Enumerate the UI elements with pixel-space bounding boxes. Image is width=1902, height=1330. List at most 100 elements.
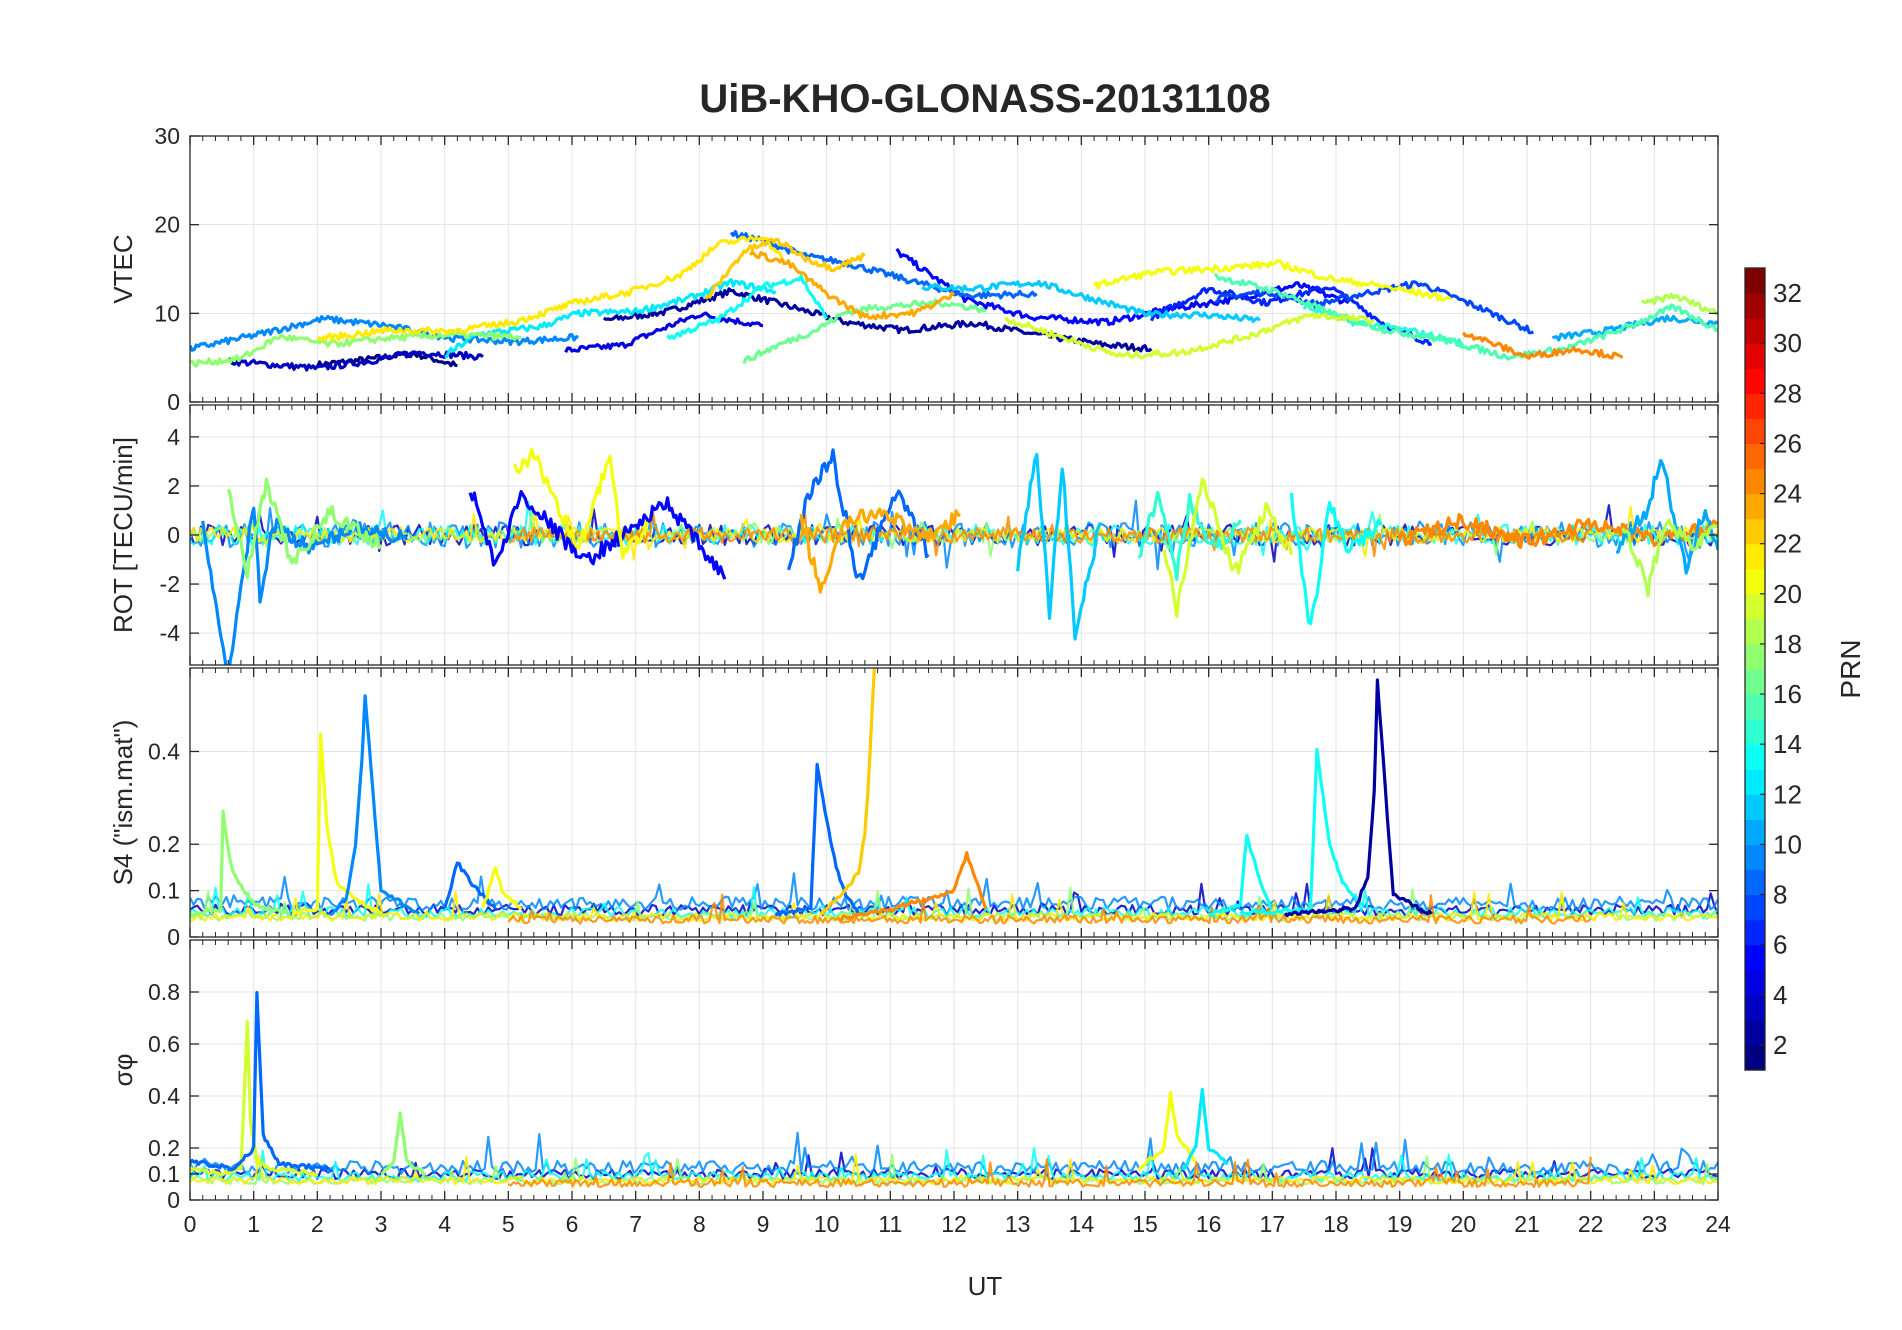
series-prn-21-noise xyxy=(190,890,1718,922)
colorbar-bin xyxy=(1745,368,1765,394)
colorbar-bin xyxy=(1745,643,1765,670)
panel-s4: 0 0.1 0.2 0.4 S4 ("ism.mat") xyxy=(108,667,1719,950)
y-tick-label: 0 xyxy=(167,522,180,548)
x-tick-label: 5 xyxy=(502,1211,515,1237)
colorbar-bin xyxy=(1745,618,1765,645)
x-tick-label: 21 xyxy=(1514,1211,1540,1237)
y-tick-label: 2 xyxy=(167,473,180,499)
series-prn-8 xyxy=(190,990,331,1172)
x-tick-label: 7 xyxy=(629,1211,642,1237)
colorbar-bin xyxy=(1745,869,1765,896)
x-tick-label: 23 xyxy=(1642,1211,1668,1237)
y-tick-label: 10 xyxy=(154,300,180,326)
data-layer xyxy=(190,668,1718,925)
series-prn-13 xyxy=(666,274,828,340)
series-prn-13 xyxy=(1289,492,1383,626)
x-tick-label: 9 xyxy=(757,1211,770,1237)
colorbar-bin xyxy=(1745,393,1765,419)
x-tick-label: 8 xyxy=(693,1211,706,1237)
series-prn-24-noise xyxy=(507,1156,1592,1189)
series-prn-8 xyxy=(729,230,1038,300)
colorbar-bin xyxy=(1745,894,1765,921)
series-prn-20 xyxy=(1137,1090,1197,1172)
colorbar-tick-label: 22 xyxy=(1773,529,1802,559)
series-prn-2 xyxy=(603,287,1153,353)
series-prn-9 xyxy=(330,694,421,916)
colorbar-tick-label: 18 xyxy=(1773,629,1802,659)
x-tick-label: 10 xyxy=(814,1211,840,1237)
colorbar-tick-label: 2 xyxy=(1773,1030,1787,1060)
colorbar-bin xyxy=(1745,794,1765,820)
x-tick-label: 15 xyxy=(1132,1211,1158,1237)
colorbar-bin xyxy=(1745,994,1765,1021)
colorbar-bin xyxy=(1745,769,1765,795)
x-tick-label: 17 xyxy=(1260,1211,1286,1237)
colorbar-label: PRN xyxy=(1835,639,1866,698)
colorbar-tick-label: 26 xyxy=(1773,428,1802,458)
colorbar-bin xyxy=(1745,568,1765,595)
series-prn-20 xyxy=(513,447,650,560)
colorbar-tick-label: 30 xyxy=(1773,328,1802,358)
colorbar-tick-label: 8 xyxy=(1773,880,1787,910)
y-tick-label: 0.2 xyxy=(148,831,180,857)
series-prn-17 xyxy=(380,1111,426,1177)
colorbar-bin xyxy=(1745,543,1765,570)
data-layer xyxy=(190,230,1718,372)
series-prn-16 xyxy=(742,298,987,365)
colorbar-frame xyxy=(1744,267,1766,1071)
y-tick-label: 4 xyxy=(167,424,180,450)
y-tick-label: 0.8 xyxy=(148,979,180,1005)
colorbar-bin xyxy=(1745,593,1765,620)
series-prn-19 xyxy=(1004,312,1375,360)
series-prn-5 xyxy=(468,490,727,580)
x-tick-label: 3 xyxy=(375,1211,388,1237)
panel-rot: -4 -2 0 2 4 ROT [TECU/min] xyxy=(108,404,1719,666)
colorbar-tick-label: 16 xyxy=(1773,679,1802,709)
y-tick-label: 0.4 xyxy=(148,738,180,764)
y-tick-label: 0.2 xyxy=(148,1135,180,1161)
series-prn-12 xyxy=(444,278,777,359)
series-prn-20 xyxy=(291,732,383,917)
colorbar-bin xyxy=(1745,443,1765,470)
colorbar-bin xyxy=(1745,418,1765,445)
colorbar-tick-label: 4 xyxy=(1773,980,1787,1010)
series-prn-24 xyxy=(1461,331,1624,360)
colorbar-bin xyxy=(1745,819,1765,846)
y-axis-label: σφ xyxy=(108,1054,138,1087)
series-prn-11 xyxy=(1016,452,1102,641)
x-tick-label: 12 xyxy=(941,1211,967,1237)
chart-title: UiB-KHO-GLONASS-20131108 xyxy=(699,77,1270,121)
x-tick-label: 11 xyxy=(878,1211,902,1237)
x-tick-label: 22 xyxy=(1578,1211,1604,1237)
y-tick-label: 0 xyxy=(167,924,180,950)
series-prn-15 xyxy=(1213,272,1718,361)
series-prn-23 xyxy=(748,250,956,321)
colorbar-bin xyxy=(1745,969,1765,996)
x-tick-label: 13 xyxy=(1005,1211,1031,1237)
colorbar-bin xyxy=(1745,944,1765,971)
y-tick-label: 0 xyxy=(167,389,180,415)
colorbar-tick-label: 10 xyxy=(1773,829,1802,859)
x-tick-label: 16 xyxy=(1196,1211,1222,1237)
series-prn-13 xyxy=(1207,833,1274,917)
series-prn-4 xyxy=(564,311,764,353)
y-tick-label: -4 xyxy=(160,620,181,646)
series-prn-17 xyxy=(190,809,287,918)
series-prn-24-noise xyxy=(507,893,1592,925)
colorbar-bin xyxy=(1745,468,1765,495)
series-prn-24 xyxy=(1398,512,1718,550)
colorbar-bin xyxy=(1745,318,1765,344)
series-prn-21 xyxy=(316,235,784,342)
series-prn-10 xyxy=(1615,458,1718,575)
colorbar-bin xyxy=(1745,518,1765,545)
y-tick-label: 0.6 xyxy=(148,1031,180,1057)
colorbar-bin xyxy=(1745,744,1765,770)
colorbar-tick-label: 20 xyxy=(1773,579,1802,609)
x-tick-label: 6 xyxy=(566,1211,579,1237)
colorbar-bin xyxy=(1745,293,1765,319)
colorbar-bin xyxy=(1745,1019,1765,1046)
series-prn-9-noise xyxy=(190,499,1718,571)
